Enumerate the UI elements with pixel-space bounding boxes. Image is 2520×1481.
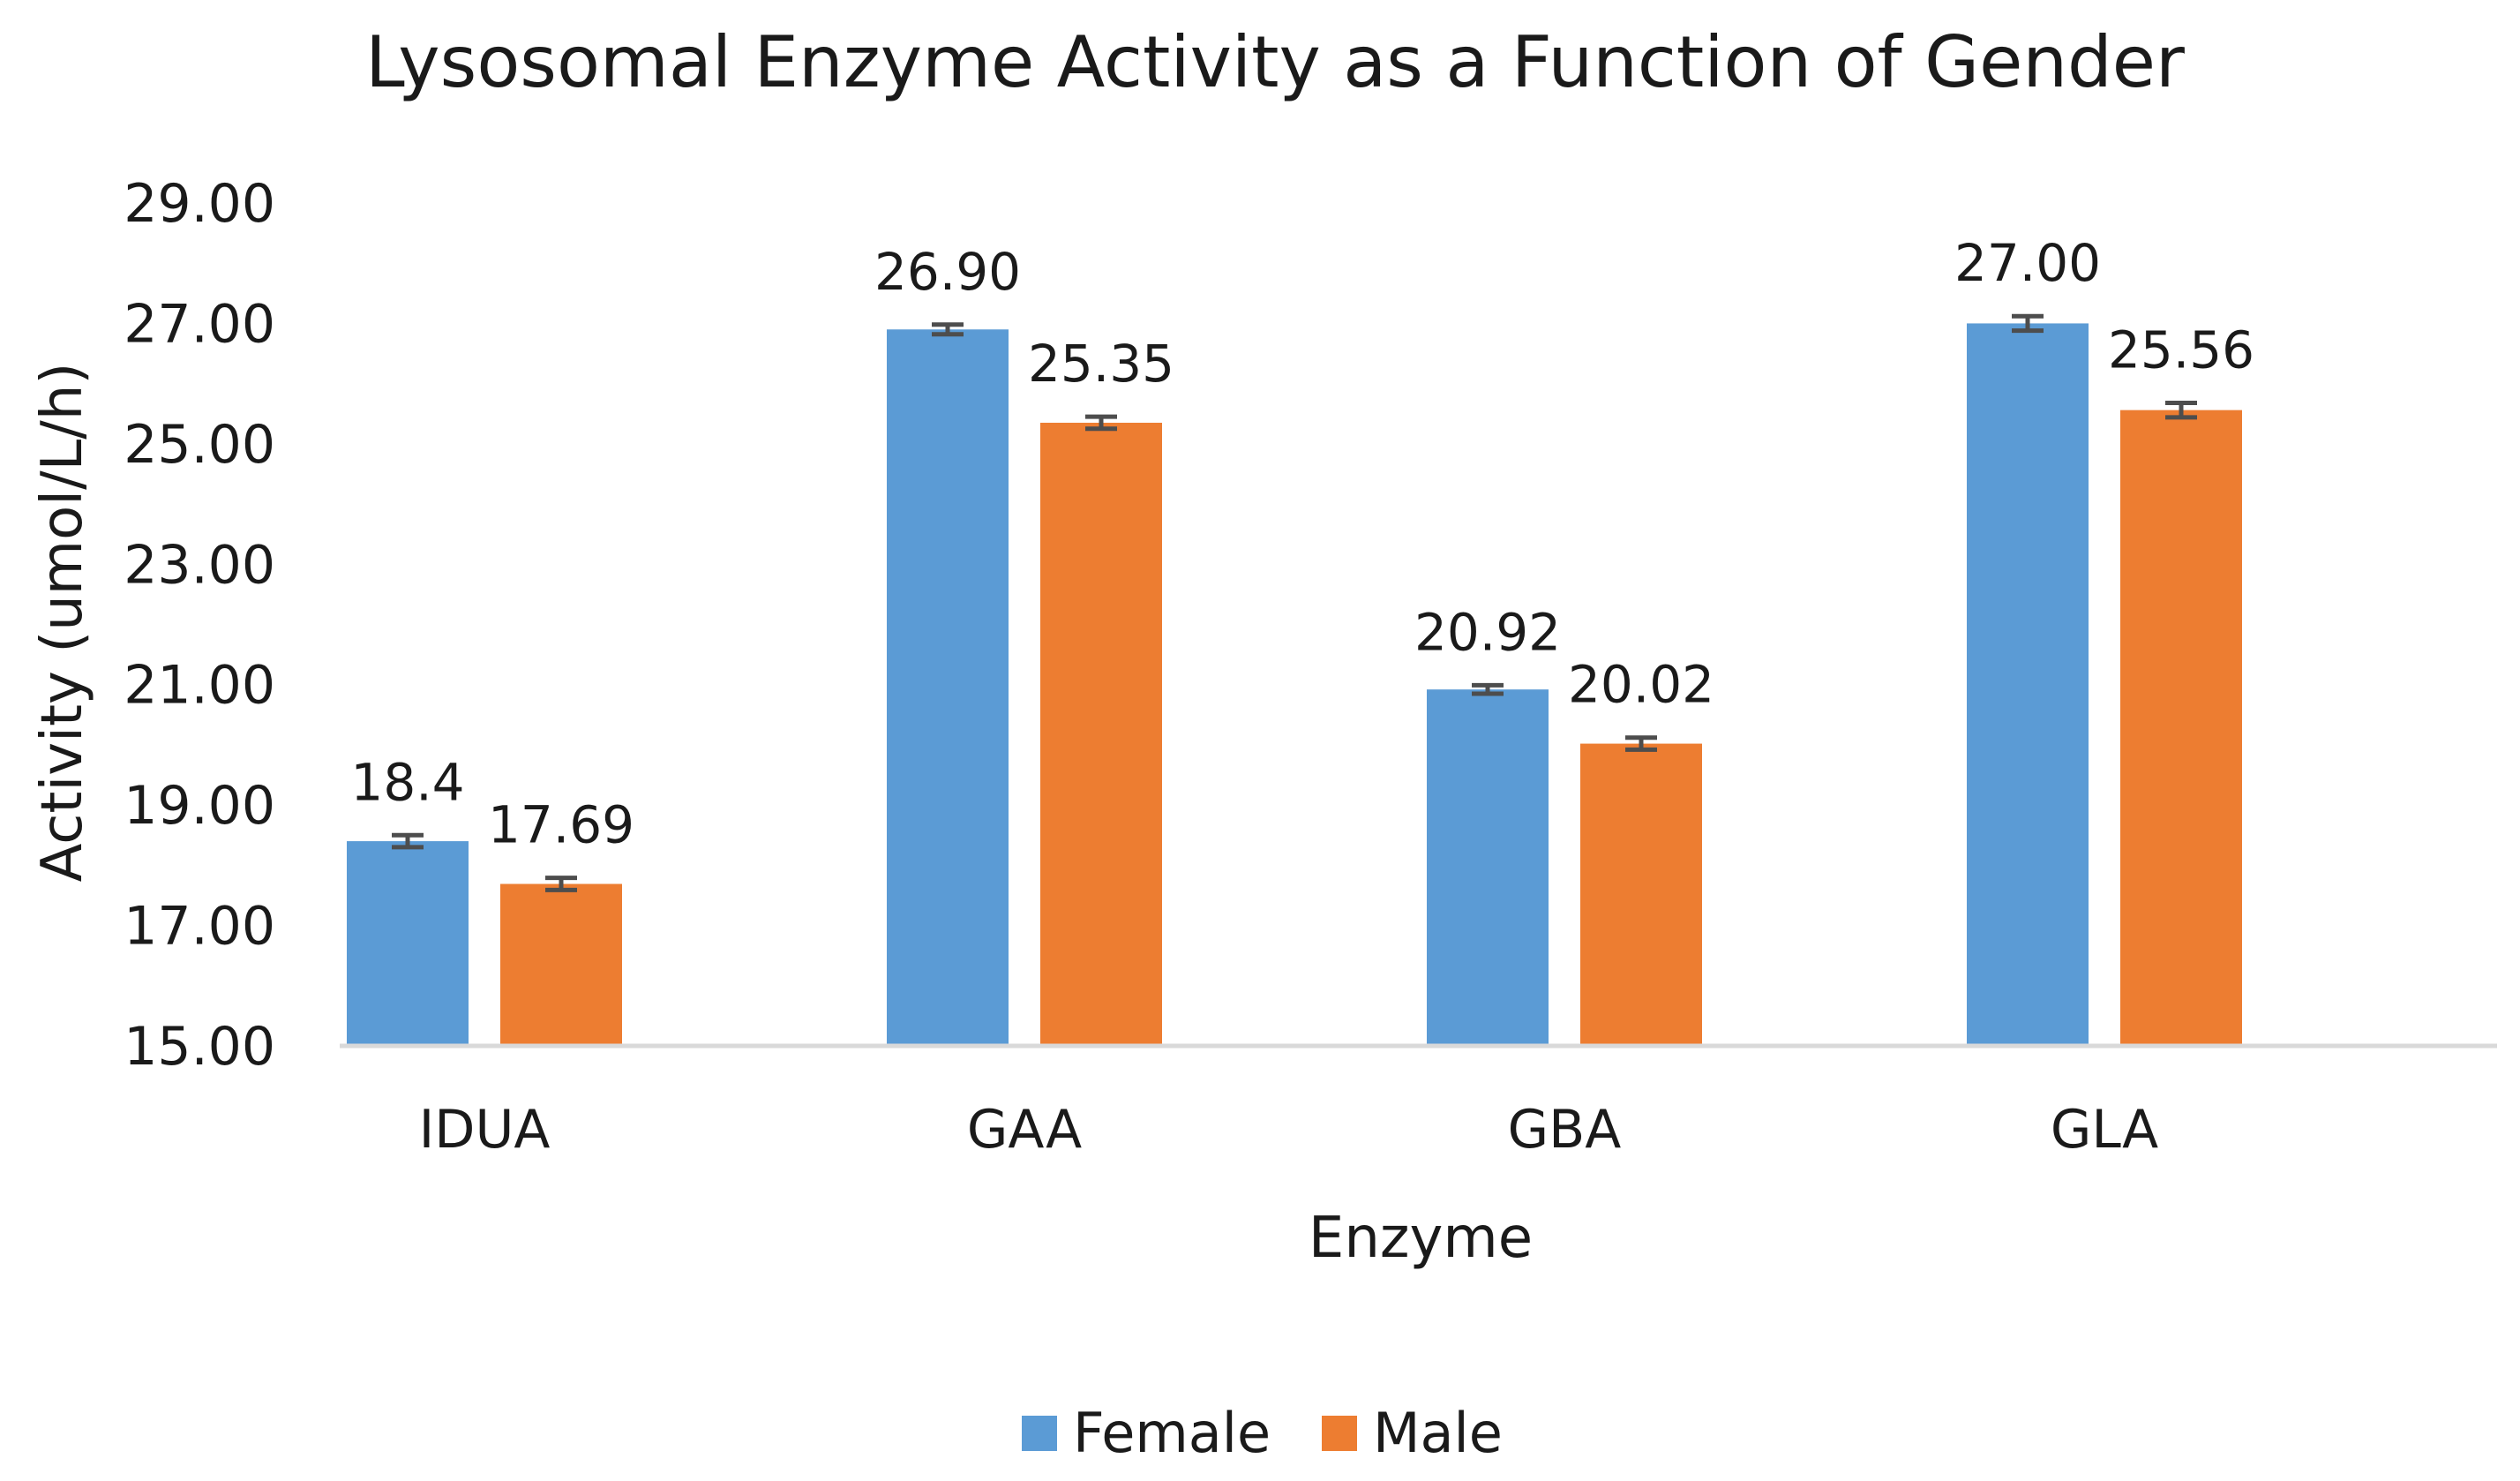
- data-label-female-gla: 27.00: [1954, 233, 2101, 293]
- bars: [347, 323, 2242, 1047]
- data-labels: 18.4 26.90 20.92 27.00 17.69 25.35 20.02 25.56: [350, 233, 2254, 854]
- x-axis-label: Enzyme: [1309, 1206, 1533, 1271]
- legend-swatch-female: [1022, 1416, 1057, 1451]
- chart-title: Lysosomal Enzyme Activity as a Function …: [365, 21, 2185, 103]
- bar-female-idua: [347, 841, 469, 1046]
- y-tick-label-1: 17.00: [124, 896, 275, 958]
- error-bars: [392, 313, 2197, 892]
- y-axis-ticks: 15.00 17.00 19.00 21.00 23.00 25.00 27.00 29.00: [124, 173, 275, 1078]
- bar-male-gaa: [1040, 422, 1162, 1046]
- bar-male-idua: [500, 883, 622, 1046]
- error-bar-male-idua: [545, 876, 577, 892]
- y-tick-label-7: 29.00: [124, 173, 275, 235]
- data-label-male-idua: 17.69: [488, 795, 634, 855]
- error-bar-female-gla: [2012, 313, 2044, 334]
- data-label-female-gaa: 26.90: [874, 242, 1021, 302]
- data-label-male-gaa: 25.35: [1028, 334, 1174, 394]
- y-tick-label-2: 19.00: [124, 775, 275, 837]
- x-tick-label-gba: GBA: [1508, 1099, 1622, 1161]
- data-label-female-idua: 18.4: [350, 752, 464, 812]
- y-tick-label-3: 21.00: [124, 655, 275, 717]
- bar-male-gla: [2120, 410, 2242, 1047]
- data-label-female-gba: 20.92: [1414, 602, 1561, 662]
- legend-label-female: Female: [1073, 1401, 1271, 1465]
- data-label-male-gla: 25.56: [2108, 320, 2254, 380]
- legend: Female Male: [1022, 1401, 1503, 1465]
- x-tick-label-gla: GLA: [2051, 1099, 2158, 1161]
- x-tick-label-gaa: GAA: [967, 1099, 1082, 1161]
- y-tick-label-5: 25.00: [124, 414, 275, 476]
- error-bar-female-gaa: [932, 322, 964, 337]
- bar-female-gla: [1967, 323, 2089, 1046]
- bar-male-gba: [1580, 743, 1702, 1046]
- x-axis-ticks: IDUA GAA GBA GLA: [419, 1099, 2159, 1161]
- bar-female-gba: [1427, 689, 1549, 1046]
- y-axis-label: Activity (umol/L/h): [30, 363, 95, 883]
- error-bar-male-gla: [2165, 400, 2197, 420]
- error-bar-female-gba: [1472, 682, 1504, 696]
- bar-female-gaa: [887, 329, 1009, 1046]
- error-bar-male-gba: [1625, 735, 1657, 752]
- y-tick-label-4: 23.00: [124, 534, 275, 596]
- legend-swatch-male: [1322, 1416, 1357, 1451]
- legend-label-male: Male: [1373, 1401, 1503, 1465]
- error-bar-female-idua: [392, 832, 424, 850]
- x-tick-label-idua: IDUA: [419, 1099, 551, 1161]
- y-tick-label-0: 15.00: [124, 1016, 275, 1078]
- data-label-male-gba: 20.02: [1568, 655, 1714, 715]
- y-tick-label-6: 27.00: [124, 293, 275, 355]
- error-bar-male-gaa: [1085, 414, 1117, 432]
